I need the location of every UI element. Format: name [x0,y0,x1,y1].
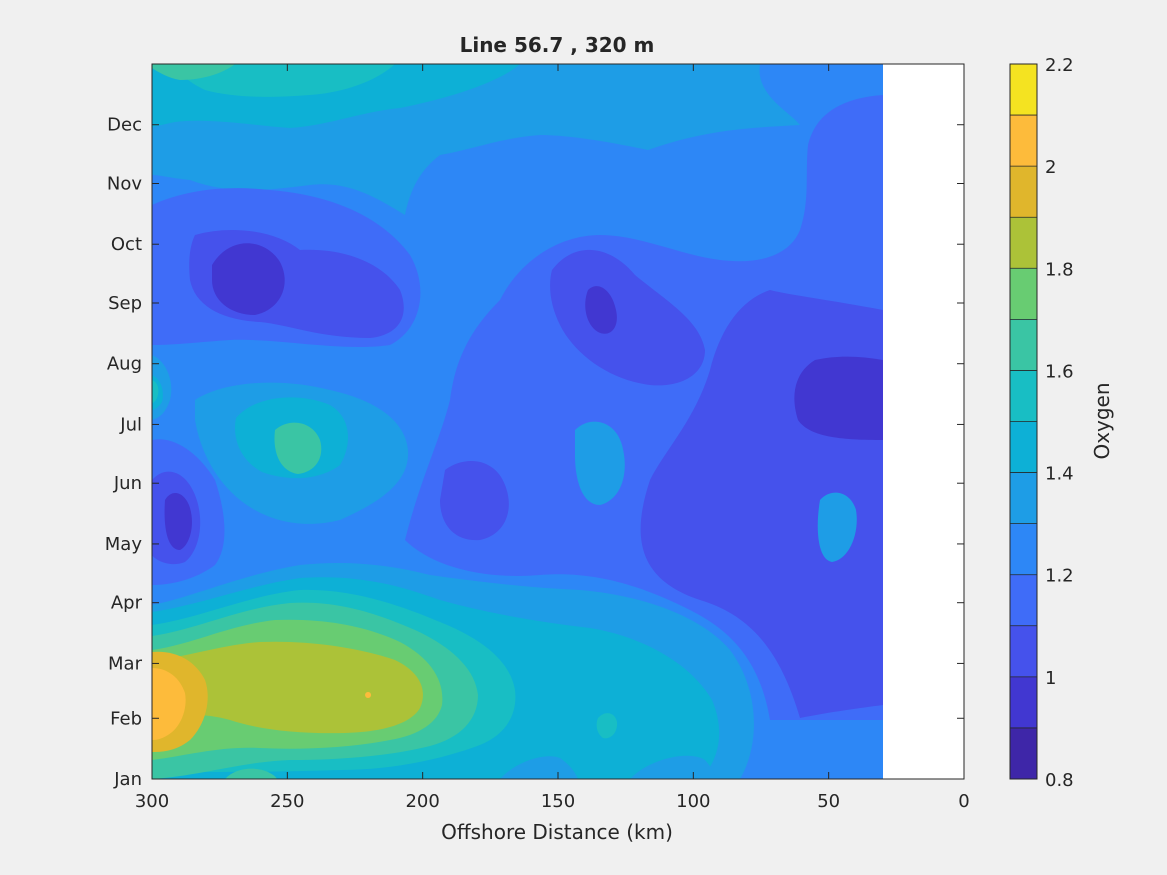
colorbar-tick-label: 1.2 [1045,566,1074,587]
colorbar-segment [1010,64,1037,116]
y-tick-label: May [105,534,143,555]
y-tick-label: Jan [113,769,142,790]
colorbar-tick-label: 1 [1045,668,1056,689]
y-tick-label: Apr [111,593,143,614]
level-2-0-south [152,668,186,740]
colorbar-segment [1010,370,1037,422]
y-axis: Jan Feb Mar Apr May Jun Jul Aug Sep Oct Nov Dec [105,115,964,790]
colorbar: 0.8 1 1.2 1.4 1.6 1.8 2 2.2 [1009,55,1074,791]
colorbar-segment [1010,319,1037,371]
chart-title: Line 56.7 , 320 m [460,33,655,57]
level-1-3-bottom [500,755,716,779]
colorbar-segment [1010,472,1037,524]
y-tick-label: Nov [107,173,142,194]
y-tick-label: Aug [107,354,142,375]
level-0-9-north [212,243,285,315]
colorbar-tick-label: 1.4 [1045,464,1074,485]
colorbar-label: Oxygen [1090,382,1114,459]
level-1-6-bottom [225,768,277,779]
colorbar-tick-label: 0.8 [1045,770,1074,791]
level-1-0-center [550,249,705,386]
x-tick-label: 300 [135,791,169,812]
y-tick-label: Jul [119,414,142,435]
contour-field [152,64,883,779]
level-1-5-top [170,64,395,97]
y-tick-label: Sep [108,293,142,314]
x-tick-label: 0 [958,791,969,812]
colorbar-segment [1010,676,1037,728]
colorbar-segment [1010,166,1037,218]
level-1-6-top [152,64,235,80]
level-1-0-small [440,461,509,541]
level-1-6-west [274,422,322,474]
x-tick-label: 250 [270,791,304,812]
x-tick-label: 50 [817,791,840,812]
colorbar-segment [1010,625,1037,677]
colorbar-segment [1010,115,1037,167]
level-1-5-spot [596,713,618,739]
level-1-3-offshore [817,492,857,562]
colorbar-segment [1010,727,1037,779]
y-tick-label: Feb [110,708,142,729]
x-tick-label: 150 [541,791,575,812]
colorbar-tick-label: 2.2 [1045,55,1074,76]
colorbar-tick-label: 1.6 [1045,361,1074,382]
x-axis-label: Offshore Distance (km) [441,820,673,844]
y-tick-label: Oct [111,234,142,255]
level-2-0-dot [365,692,372,698]
colorbar-segment [1010,217,1037,269]
colorbar-tick-label: 2 [1045,157,1056,178]
colorbar-segment [1010,421,1037,473]
x-tick-label: 100 [676,791,710,812]
colorbar-segment [1010,523,1037,575]
x-tick-label: 200 [405,791,439,812]
y-tick-label: Mar [108,653,143,674]
level-1-3-mid [575,421,625,505]
level-0-9-center [585,286,617,334]
level-0-9-south [164,493,192,550]
level-0-9-offshore [794,356,883,440]
level-1-5-west [152,380,159,403]
y-tick-label: Dec [107,115,142,136]
colorbar-segment [1010,268,1037,320]
colorbar-frame [1009,63,1038,780]
colorbar-tick-label: 1.8 [1045,259,1074,280]
level-1-8-south [152,641,423,734]
colorbar-segment [1010,574,1037,626]
y-tick-label: Jun [113,473,142,494]
x-axis: 300 250 200 150 100 50 0 [135,64,970,812]
